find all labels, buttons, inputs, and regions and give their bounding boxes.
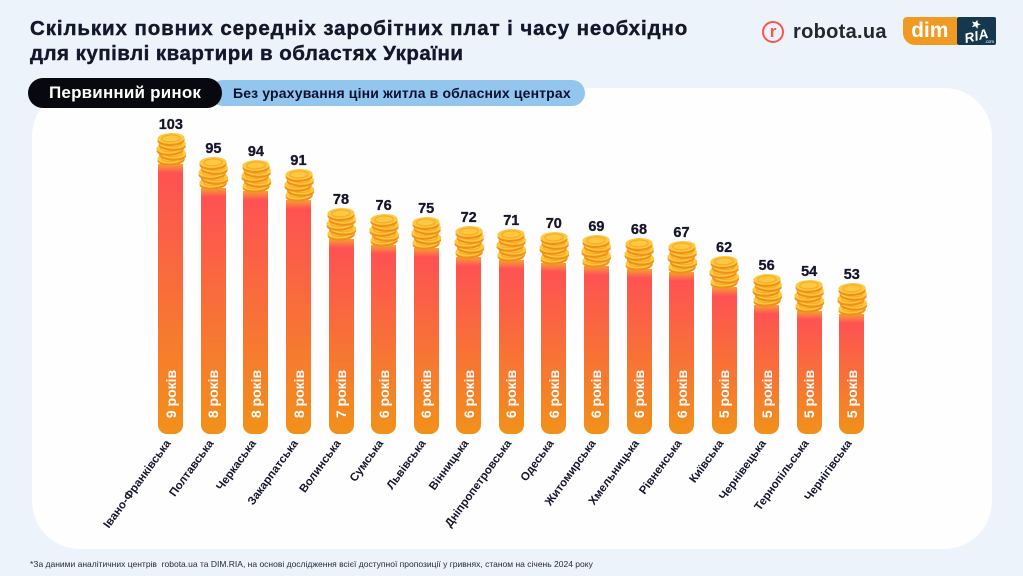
svg-text:.com: .com [984, 39, 994, 44]
svg-text:RIA: RIA [962, 26, 989, 45]
